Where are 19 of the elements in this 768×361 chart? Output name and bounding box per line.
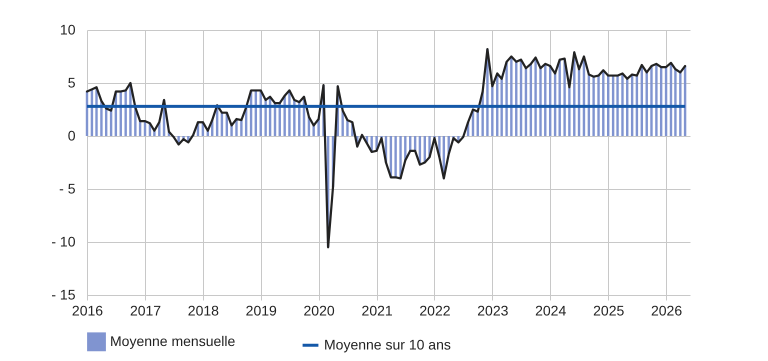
x-tick-label: 2026 xyxy=(650,302,682,318)
x-tick-label: 2025 xyxy=(593,302,624,318)
x-tick-label: 2022 xyxy=(419,302,451,318)
x-tick-label: 2018 xyxy=(188,302,220,318)
legend-label: Moyenne sur 10 ans xyxy=(324,336,451,352)
x-tick-label: 2017 xyxy=(130,302,162,318)
y-tick-label: - 10 xyxy=(51,234,76,250)
x-tick-label: 2016 xyxy=(72,302,104,318)
x-tick-label: 2020 xyxy=(304,302,335,318)
y-tick-label: - 15 xyxy=(51,286,76,302)
y-tick-label: 5 xyxy=(68,74,76,90)
y-tick-label: 0 xyxy=(68,128,76,144)
y-tick-label: 10 xyxy=(60,22,76,38)
x-tick-label: 2023 xyxy=(477,302,509,318)
x-tick-label: 2024 xyxy=(535,302,566,318)
y-tick-label: - 5 xyxy=(59,180,76,196)
legend-label: Moyenne mensuelle xyxy=(110,332,236,349)
x-tick-label: 2021 xyxy=(362,302,393,318)
x-tick-label: 2019 xyxy=(246,302,278,318)
